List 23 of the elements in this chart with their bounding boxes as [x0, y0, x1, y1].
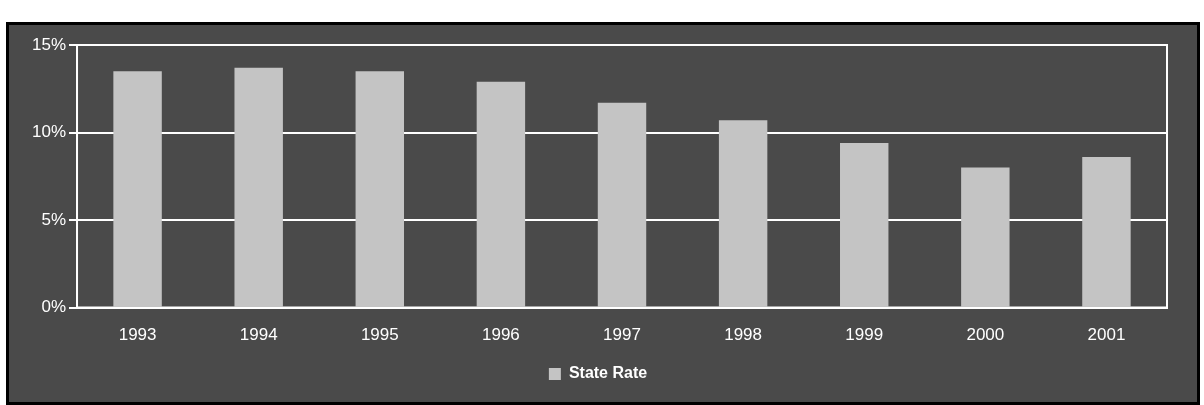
- legend-label: State Rate: [568, 364, 648, 382]
- x-tick-label: 1997: [603, 325, 641, 345]
- bar: [1082, 157, 1131, 307]
- x-tick-label: 2001: [1087, 325, 1126, 345]
- x-tick-label: 1998: [724, 325, 763, 345]
- bar: [113, 71, 162, 307]
- bar: [355, 71, 405, 307]
- bar: [961, 167, 1010, 307]
- bar: [476, 81, 526, 307]
- bar: [718, 120, 768, 307]
- x-tick-label: 1995: [360, 325, 399, 345]
- x-tick-label: 1993: [118, 325, 157, 345]
- bar: [234, 67, 283, 307]
- y-tick-label: 10%: [31, 122, 67, 142]
- x-tick-label: 1999: [845, 325, 884, 345]
- y-tick-label: 15%: [31, 34, 67, 54]
- x-tick-label: 1994: [239, 325, 278, 345]
- y-tick-label: 0%: [41, 297, 67, 317]
- y-tick-label: 5%: [41, 209, 67, 229]
- bar: [597, 102, 647, 307]
- bar: [840, 143, 889, 307]
- x-tick-label: 2000: [966, 325, 1005, 345]
- x-tick-label: 1996: [481, 325, 520, 345]
